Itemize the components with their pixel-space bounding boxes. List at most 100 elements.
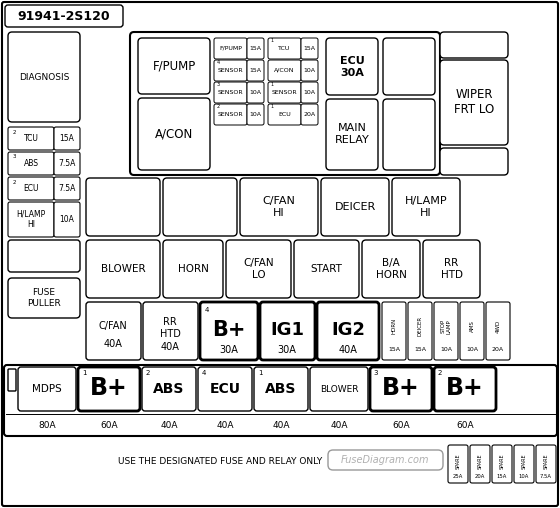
Text: SPARE: SPARE: [455, 453, 460, 469]
FancyBboxPatch shape: [54, 202, 80, 237]
FancyBboxPatch shape: [492, 445, 512, 483]
FancyBboxPatch shape: [163, 178, 237, 236]
FancyBboxPatch shape: [310, 367, 368, 411]
FancyBboxPatch shape: [440, 60, 508, 145]
Text: 4WD: 4WD: [496, 320, 501, 333]
FancyBboxPatch shape: [321, 178, 389, 236]
FancyBboxPatch shape: [434, 367, 496, 411]
FancyBboxPatch shape: [247, 38, 264, 59]
Text: 4: 4: [205, 307, 209, 313]
FancyBboxPatch shape: [247, 60, 264, 81]
Text: H/LAMP
HI: H/LAMP HI: [16, 210, 45, 229]
Text: ECU: ECU: [24, 184, 39, 193]
Text: 2: 2: [438, 370, 442, 376]
FancyBboxPatch shape: [214, 38, 247, 59]
Text: 20A: 20A: [475, 473, 485, 479]
Text: 10A: 10A: [440, 347, 452, 352]
FancyBboxPatch shape: [86, 240, 160, 298]
Text: 60A: 60A: [392, 422, 410, 430]
Text: 40A: 40A: [272, 422, 290, 430]
Text: MAIN
RELAY: MAIN RELAY: [335, 123, 370, 145]
Text: 10A: 10A: [250, 112, 262, 117]
Text: 15A: 15A: [59, 134, 74, 143]
Text: 30A: 30A: [220, 344, 239, 355]
Text: 10A: 10A: [304, 90, 315, 95]
Text: HORN: HORN: [178, 264, 208, 274]
FancyBboxPatch shape: [142, 367, 196, 411]
FancyBboxPatch shape: [8, 32, 80, 122]
Text: 15A: 15A: [250, 68, 262, 73]
Text: 20A: 20A: [492, 347, 504, 352]
Text: A/CON: A/CON: [155, 128, 193, 141]
Text: RR: RR: [163, 318, 177, 327]
Text: C/FAN
LO: C/FAN LO: [243, 258, 274, 280]
Text: 60A: 60A: [100, 422, 118, 430]
Text: 15A: 15A: [304, 46, 315, 51]
Text: HTD: HTD: [160, 329, 180, 339]
Text: 40A: 40A: [161, 342, 179, 352]
Text: 2: 2: [216, 105, 220, 110]
Text: 15A: 15A: [388, 347, 400, 352]
Text: TCU: TCU: [24, 134, 39, 143]
Text: B/A
HORN: B/A HORN: [376, 258, 407, 280]
Text: STOP
LAMP: STOP LAMP: [441, 319, 451, 334]
FancyBboxPatch shape: [470, 445, 490, 483]
FancyBboxPatch shape: [301, 104, 318, 125]
Text: A/CON: A/CON: [274, 68, 295, 73]
FancyBboxPatch shape: [448, 445, 468, 483]
Text: F/PUMP: F/PUMP: [219, 46, 242, 51]
Text: 10A: 10A: [466, 347, 478, 352]
FancyBboxPatch shape: [138, 98, 210, 170]
Text: H/LAMP
HI: H/LAMP HI: [405, 196, 447, 218]
FancyBboxPatch shape: [328, 450, 443, 470]
Text: FuseDiagram.com: FuseDiagram.com: [340, 455, 430, 465]
Text: ECU
30A: ECU 30A: [339, 56, 365, 78]
Text: 1: 1: [270, 105, 274, 110]
Text: 2: 2: [146, 370, 150, 376]
Text: BLOWER: BLOWER: [101, 264, 145, 274]
FancyBboxPatch shape: [301, 60, 318, 81]
Text: 7.5A: 7.5A: [58, 159, 76, 168]
FancyBboxPatch shape: [362, 240, 420, 298]
Text: 30A: 30A: [278, 344, 296, 355]
Text: 91941-2S120: 91941-2S120: [18, 10, 110, 22]
FancyBboxPatch shape: [434, 302, 458, 360]
FancyBboxPatch shape: [138, 38, 210, 94]
Text: 40A: 40A: [339, 344, 357, 355]
FancyBboxPatch shape: [326, 38, 378, 95]
FancyBboxPatch shape: [268, 104, 301, 125]
Text: START: START: [311, 264, 342, 274]
Text: 40A: 40A: [216, 422, 234, 430]
FancyBboxPatch shape: [143, 302, 198, 360]
Text: USE THE DESIGNATED FUSE AND RELAY ONLY: USE THE DESIGNATED FUSE AND RELAY ONLY: [118, 458, 322, 466]
FancyBboxPatch shape: [440, 148, 508, 175]
Text: SENSOR: SENSOR: [218, 90, 243, 95]
Text: 1: 1: [270, 82, 274, 87]
Text: FUSE
PULLER: FUSE PULLER: [27, 289, 61, 308]
Text: 2: 2: [12, 179, 16, 184]
Text: 2: 2: [12, 130, 16, 135]
FancyBboxPatch shape: [254, 367, 308, 411]
Text: 40A: 40A: [160, 422, 178, 430]
FancyBboxPatch shape: [247, 82, 264, 103]
FancyBboxPatch shape: [383, 38, 435, 95]
Text: 40A: 40A: [330, 422, 348, 430]
FancyBboxPatch shape: [226, 240, 291, 298]
Text: 10A: 10A: [250, 90, 262, 95]
FancyBboxPatch shape: [260, 302, 315, 360]
FancyBboxPatch shape: [198, 367, 252, 411]
FancyBboxPatch shape: [86, 302, 141, 360]
Text: 3: 3: [216, 82, 220, 87]
Text: TCU: TCU: [278, 46, 291, 51]
Text: SENSOR: SENSOR: [218, 112, 243, 117]
Text: SPARE: SPARE: [478, 453, 483, 469]
Text: 4: 4: [202, 370, 206, 376]
FancyBboxPatch shape: [382, 302, 406, 360]
Text: B+: B+: [446, 375, 484, 400]
Text: 15A: 15A: [414, 347, 426, 352]
FancyBboxPatch shape: [8, 202, 54, 237]
Text: 3: 3: [12, 154, 16, 160]
Text: SPARE: SPARE: [500, 453, 505, 469]
FancyBboxPatch shape: [268, 82, 301, 103]
FancyBboxPatch shape: [370, 367, 432, 411]
